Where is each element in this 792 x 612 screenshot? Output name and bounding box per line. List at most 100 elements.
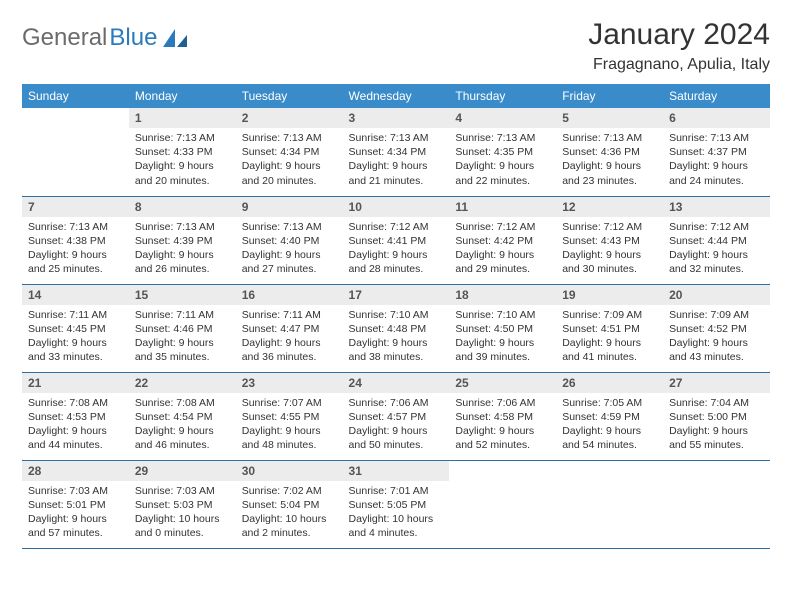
calendar-cell: 3Sunrise: 7:13 AMSunset: 4:34 PMDaylight… bbox=[343, 108, 450, 196]
daylight-line: Daylight: 9 hours and 22 minutes. bbox=[455, 159, 550, 187]
day-number: 10 bbox=[343, 197, 450, 217]
daylight-line: Daylight: 10 hours and 2 minutes. bbox=[242, 512, 337, 540]
calendar-cell: 27Sunrise: 7:04 AMSunset: 5:00 PMDayligh… bbox=[663, 372, 770, 460]
sail-icon bbox=[161, 27, 189, 49]
calendar-cell: 18Sunrise: 7:10 AMSunset: 4:50 PMDayligh… bbox=[449, 284, 556, 372]
day-number: 3 bbox=[343, 108, 450, 128]
daylight-line: Daylight: 9 hours and 41 minutes. bbox=[562, 336, 657, 364]
day-body: Sunrise: 7:10 AMSunset: 4:50 PMDaylight:… bbox=[449, 305, 556, 371]
day-number: 5 bbox=[556, 108, 663, 128]
sunrise-line: Sunrise: 7:03 AM bbox=[28, 484, 123, 498]
calendar-cell: 11Sunrise: 7:12 AMSunset: 4:42 PMDayligh… bbox=[449, 196, 556, 284]
sunset-line: Sunset: 4:37 PM bbox=[669, 145, 764, 159]
calendar-cell: 10Sunrise: 7:12 AMSunset: 4:41 PMDayligh… bbox=[343, 196, 450, 284]
sunrise-line: Sunrise: 7:13 AM bbox=[669, 131, 764, 145]
sunset-line: Sunset: 4:39 PM bbox=[135, 234, 230, 248]
sunset-line: Sunset: 4:41 PM bbox=[349, 234, 444, 248]
sunset-line: Sunset: 4:38 PM bbox=[28, 234, 123, 248]
calendar-row: 28Sunrise: 7:03 AMSunset: 5:01 PMDayligh… bbox=[22, 460, 770, 548]
daylight-line: Daylight: 9 hours and 54 minutes. bbox=[562, 424, 657, 452]
sunrise-line: Sunrise: 7:03 AM bbox=[135, 484, 230, 498]
sunrise-line: Sunrise: 7:13 AM bbox=[349, 131, 444, 145]
sunrise-line: Sunrise: 7:12 AM bbox=[669, 220, 764, 234]
daylight-line: Daylight: 9 hours and 20 minutes. bbox=[135, 159, 230, 187]
sunrise-line: Sunrise: 7:13 AM bbox=[562, 131, 657, 145]
calendar-cell: 9Sunrise: 7:13 AMSunset: 4:40 PMDaylight… bbox=[236, 196, 343, 284]
calendar-cell: 2Sunrise: 7:13 AMSunset: 4:34 PMDaylight… bbox=[236, 108, 343, 196]
day-body: Sunrise: 7:08 AMSunset: 4:54 PMDaylight:… bbox=[129, 393, 236, 459]
day-number: 13 bbox=[663, 197, 770, 217]
day-number: 16 bbox=[236, 285, 343, 305]
daylight-line: Daylight: 9 hours and 46 minutes. bbox=[135, 424, 230, 452]
sunrise-line: Sunrise: 7:13 AM bbox=[242, 220, 337, 234]
sunset-line: Sunset: 4:48 PM bbox=[349, 322, 444, 336]
day-number: 23 bbox=[236, 373, 343, 393]
day-number: 28 bbox=[22, 461, 129, 481]
day-body: Sunrise: 7:12 AMSunset: 4:42 PMDaylight:… bbox=[449, 217, 556, 283]
sunset-line: Sunset: 4:53 PM bbox=[28, 410, 123, 424]
sunset-line: Sunset: 4:36 PM bbox=[562, 145, 657, 159]
calendar-cell: 8Sunrise: 7:13 AMSunset: 4:39 PMDaylight… bbox=[129, 196, 236, 284]
daylight-line: Daylight: 9 hours and 21 minutes. bbox=[349, 159, 444, 187]
location: Fragagnano, Apulia, Italy bbox=[588, 56, 770, 74]
day-body: Sunrise: 7:09 AMSunset: 4:51 PMDaylight:… bbox=[556, 305, 663, 371]
day-body: Sunrise: 7:13 AMSunset: 4:39 PMDaylight:… bbox=[129, 217, 236, 283]
day-body: Sunrise: 7:12 AMSunset: 4:41 PMDaylight:… bbox=[343, 217, 450, 283]
calendar-row: 1Sunrise: 7:13 AMSunset: 4:33 PMDaylight… bbox=[22, 108, 770, 196]
sunset-line: Sunset: 4:47 PM bbox=[242, 322, 337, 336]
day-header: Saturday bbox=[663, 84, 770, 108]
calendar-row: 14Sunrise: 7:11 AMSunset: 4:45 PMDayligh… bbox=[22, 284, 770, 372]
sunrise-line: Sunrise: 7:06 AM bbox=[349, 396, 444, 410]
day-body: Sunrise: 7:13 AMSunset: 4:34 PMDaylight:… bbox=[236, 128, 343, 194]
day-body: Sunrise: 7:11 AMSunset: 4:46 PMDaylight:… bbox=[129, 305, 236, 371]
calendar-cell: 28Sunrise: 7:03 AMSunset: 5:01 PMDayligh… bbox=[22, 460, 129, 548]
calendar-cell: 20Sunrise: 7:09 AMSunset: 4:52 PMDayligh… bbox=[663, 284, 770, 372]
sunset-line: Sunset: 4:58 PM bbox=[455, 410, 550, 424]
day-number: 6 bbox=[663, 108, 770, 128]
day-body: Sunrise: 7:03 AMSunset: 5:01 PMDaylight:… bbox=[22, 481, 129, 547]
calendar-cell bbox=[449, 460, 556, 548]
day-number: 22 bbox=[129, 373, 236, 393]
day-number: 1 bbox=[129, 108, 236, 128]
daylight-line: Daylight: 9 hours and 33 minutes. bbox=[28, 336, 123, 364]
day-body: Sunrise: 7:13 AMSunset: 4:38 PMDaylight:… bbox=[22, 217, 129, 283]
calendar-cell: 15Sunrise: 7:11 AMSunset: 4:46 PMDayligh… bbox=[129, 284, 236, 372]
sunrise-line: Sunrise: 7:13 AM bbox=[455, 131, 550, 145]
sunset-line: Sunset: 4:33 PM bbox=[135, 145, 230, 159]
sunrise-line: Sunrise: 7:09 AM bbox=[562, 308, 657, 322]
day-body: Sunrise: 7:05 AMSunset: 4:59 PMDaylight:… bbox=[556, 393, 663, 459]
daylight-line: Daylight: 9 hours and 25 minutes. bbox=[28, 248, 123, 276]
calendar-cell: 13Sunrise: 7:12 AMSunset: 4:44 PMDayligh… bbox=[663, 196, 770, 284]
sunset-line: Sunset: 5:03 PM bbox=[135, 498, 230, 512]
calendar-row: 7Sunrise: 7:13 AMSunset: 4:38 PMDaylight… bbox=[22, 196, 770, 284]
sunrise-line: Sunrise: 7:11 AM bbox=[28, 308, 123, 322]
calendar-cell: 5Sunrise: 7:13 AMSunset: 4:36 PMDaylight… bbox=[556, 108, 663, 196]
calendar-cell: 26Sunrise: 7:05 AMSunset: 4:59 PMDayligh… bbox=[556, 372, 663, 460]
day-body: Sunrise: 7:01 AMSunset: 5:05 PMDaylight:… bbox=[343, 481, 450, 547]
day-body: Sunrise: 7:13 AMSunset: 4:35 PMDaylight:… bbox=[449, 128, 556, 194]
calendar-cell: 6Sunrise: 7:13 AMSunset: 4:37 PMDaylight… bbox=[663, 108, 770, 196]
sunset-line: Sunset: 4:55 PM bbox=[242, 410, 337, 424]
daylight-line: Daylight: 9 hours and 27 minutes. bbox=[242, 248, 337, 276]
sunrise-line: Sunrise: 7:11 AM bbox=[242, 308, 337, 322]
day-number: 26 bbox=[556, 373, 663, 393]
sunset-line: Sunset: 4:50 PM bbox=[455, 322, 550, 336]
day-number: 17 bbox=[343, 285, 450, 305]
calendar-cell: 23Sunrise: 7:07 AMSunset: 4:55 PMDayligh… bbox=[236, 372, 343, 460]
sunset-line: Sunset: 5:01 PM bbox=[28, 498, 123, 512]
calendar-cell: 19Sunrise: 7:09 AMSunset: 4:51 PMDayligh… bbox=[556, 284, 663, 372]
daylight-line: Daylight: 9 hours and 55 minutes. bbox=[669, 424, 764, 452]
sunset-line: Sunset: 4:54 PM bbox=[135, 410, 230, 424]
day-body: Sunrise: 7:12 AMSunset: 4:43 PMDaylight:… bbox=[556, 217, 663, 283]
sunrise-line: Sunrise: 7:13 AM bbox=[135, 220, 230, 234]
calendar-cell bbox=[22, 108, 129, 196]
page-header: GeneralBlue January 2024 Fragagnano, Apu… bbox=[22, 18, 770, 74]
sunset-line: Sunset: 4:34 PM bbox=[242, 145, 337, 159]
day-number: 24 bbox=[343, 373, 450, 393]
daylight-line: Daylight: 9 hours and 50 minutes. bbox=[349, 424, 444, 452]
sunrise-line: Sunrise: 7:12 AM bbox=[349, 220, 444, 234]
day-body: Sunrise: 7:06 AMSunset: 4:57 PMDaylight:… bbox=[343, 393, 450, 459]
day-number: 8 bbox=[129, 197, 236, 217]
brand-part1: General bbox=[22, 24, 107, 52]
daylight-line: Daylight: 9 hours and 39 minutes. bbox=[455, 336, 550, 364]
